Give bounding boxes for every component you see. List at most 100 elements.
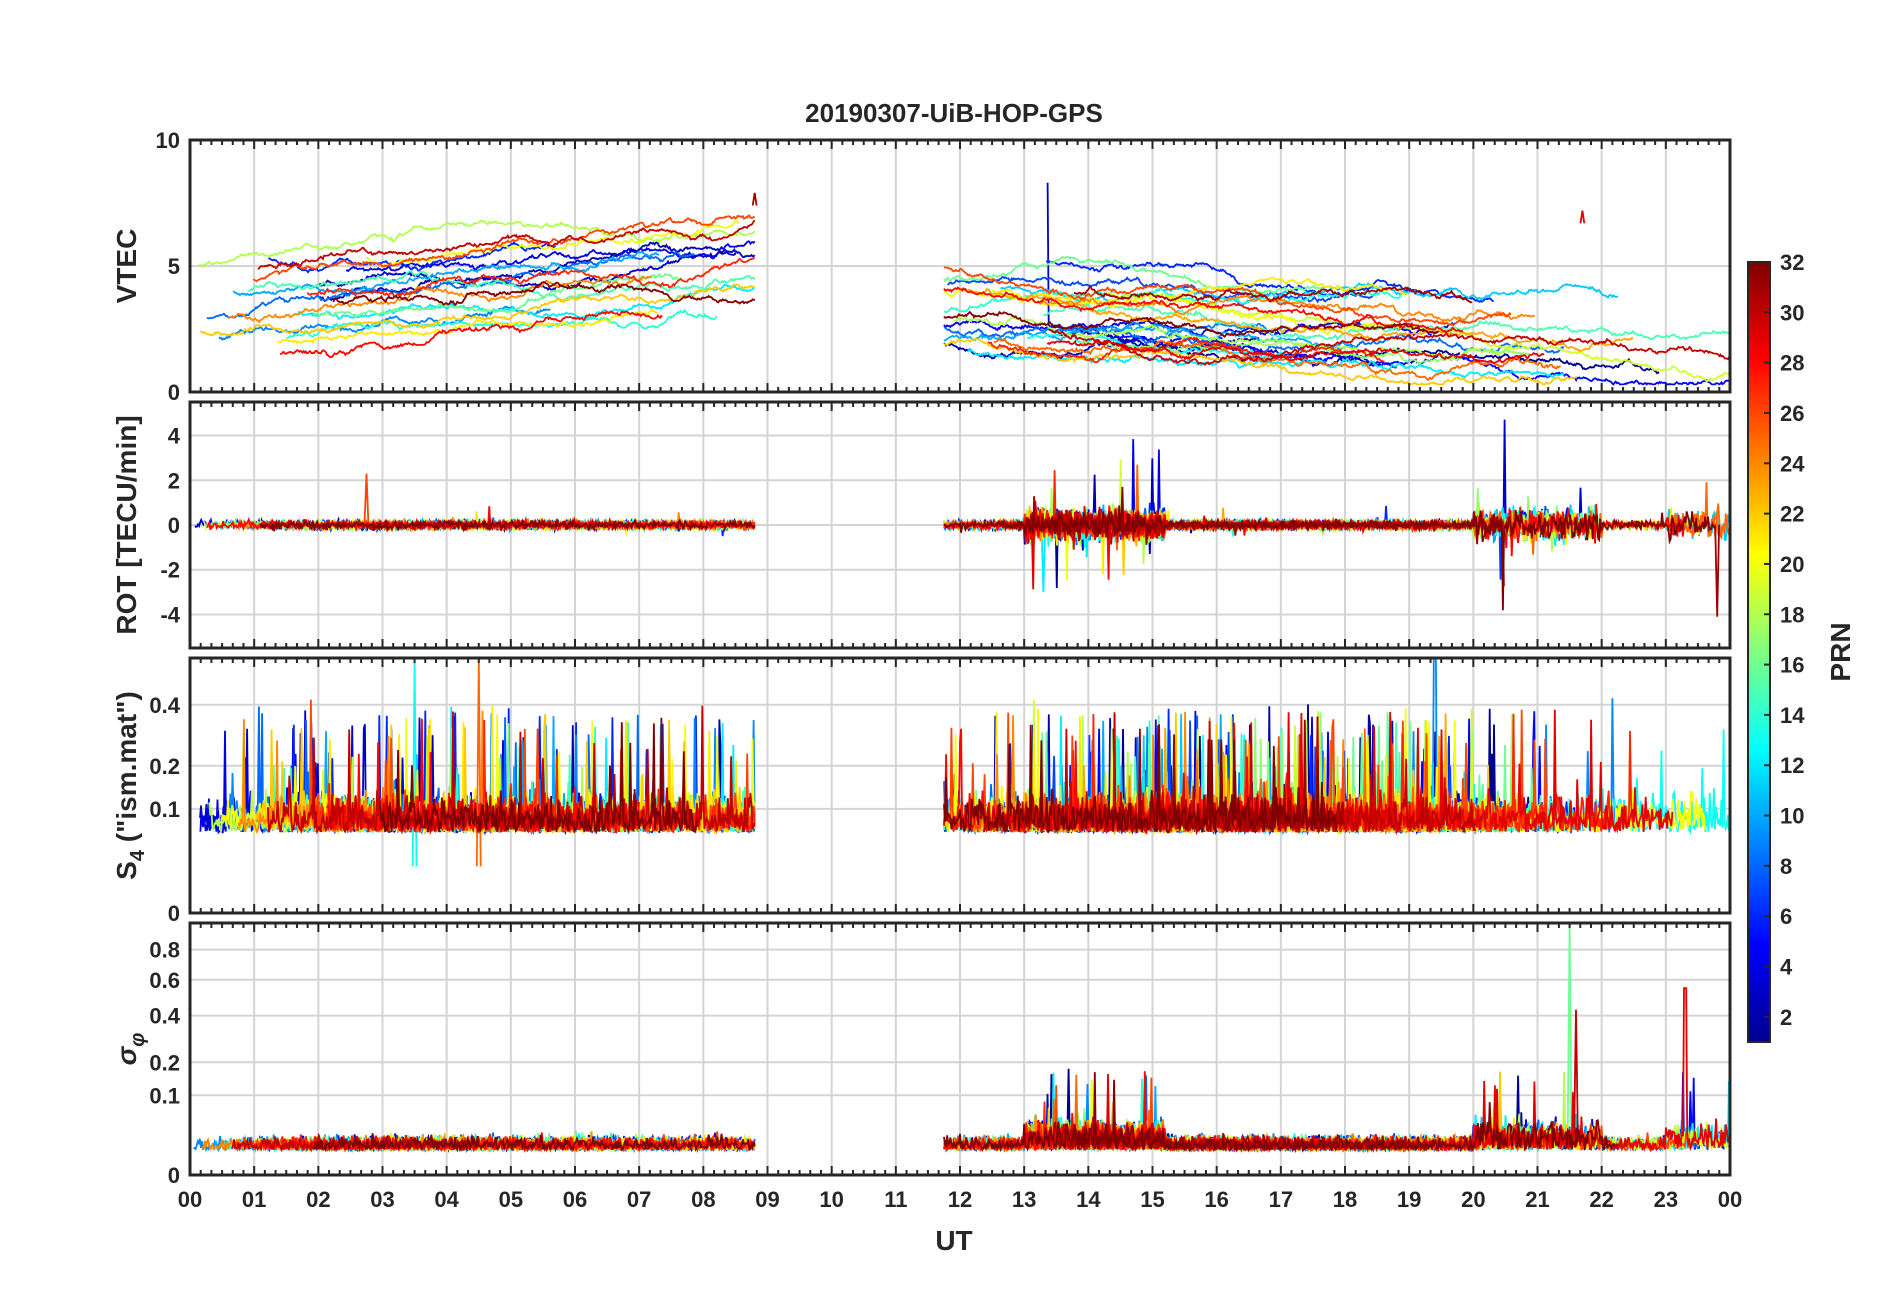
x-tick-label: 00 bbox=[1718, 1187, 1742, 1212]
vtec-trace-prn-4 bbox=[345, 240, 756, 272]
sigma_phi-series bbox=[192, 923, 1730, 1154]
colorbar-tick-label: 20 bbox=[1780, 552, 1804, 577]
panel-sigma-phi: 0 0.1 0.2 0.4 0.6 0.8 σφ 00 01 02 03 04 05 06 07 08 09 10… bbox=[111, 921, 1742, 1212]
vtec-trace-prn-28 bbox=[279, 310, 663, 359]
vtec-trace-prn-31 bbox=[1073, 285, 1473, 304]
vtec-trace-prn-1 bbox=[1059, 326, 1660, 375]
x-tick-label: 07 bbox=[627, 1187, 651, 1212]
x-tick-label: 04 bbox=[434, 1187, 459, 1212]
vtec-trace-prn-27 bbox=[306, 257, 756, 298]
colorbar-tick-label: 2 bbox=[1780, 1005, 1792, 1030]
sigma_phi-trace-prn-32 bbox=[312, 1133, 756, 1153]
panel-s4: 0 0.1 0.2 0.4S4 ("ism.mat") bbox=[111, 656, 1732, 926]
x-axis-label: UT bbox=[935, 1225, 972, 1256]
s4-y-tick-label: 0.1 bbox=[149, 797, 180, 822]
colorbar-gradient bbox=[1747, 261, 1771, 1043]
vtec-trace-prn-22 bbox=[943, 337, 1578, 386]
colorbar-label: PRN bbox=[1825, 622, 1856, 681]
colorbar-tick-label: 28 bbox=[1780, 351, 1804, 376]
sigma_phi-trace-prn-16 bbox=[1566, 923, 1573, 1140]
s4-x-ticks bbox=[189, 658, 1731, 913]
vtec-trace-prn-11 bbox=[1000, 282, 1619, 306]
x-tick-label: 00 bbox=[178, 1187, 202, 1212]
x-tick-label: 02 bbox=[306, 1187, 330, 1212]
rot-y-tick-label: -2 bbox=[160, 558, 180, 583]
x-tick-label: 03 bbox=[370, 1187, 394, 1212]
panel-rot: -4 -2 0 2 4 ROT [TECU/min] bbox=[111, 400, 1732, 650]
s4-trace-prn-32 bbox=[943, 724, 1339, 834]
vtec-trace-prn-18 bbox=[198, 219, 756, 269]
rot-trace-prn-26 bbox=[363, 473, 370, 525]
s4-trace-prn-32 bbox=[379, 717, 698, 835]
colorbar-tick-label: 6 bbox=[1780, 904, 1792, 929]
x-tick-label: 19 bbox=[1397, 1187, 1421, 1212]
colorbar-tick-label: 32 bbox=[1780, 250, 1804, 275]
x-tick-label: 10 bbox=[819, 1187, 843, 1212]
vtec-trace-prn-15 bbox=[1043, 302, 1730, 341]
x-tick-label: 15 bbox=[1140, 1187, 1164, 1212]
vtec-y-axis-label: VTEC bbox=[111, 229, 142, 304]
vtec-trace-prn-31 bbox=[751, 192, 758, 206]
s4-y-tick-label: 0 bbox=[168, 901, 180, 926]
rot-trace-prn-12 bbox=[1040, 524, 1047, 593]
x-tick-label: 21 bbox=[1525, 1187, 1549, 1212]
rot-y-tick-label: -4 bbox=[160, 602, 180, 627]
sigma_phi-y-tick-label: 0 bbox=[168, 1163, 180, 1188]
sigma_phi-y-tick-label: 0.8 bbox=[149, 938, 180, 963]
x-tick-label: 01 bbox=[242, 1187, 266, 1212]
rot-y-tick-label: 0 bbox=[168, 513, 180, 538]
x-tick-labels: 00 01 02 03 04 05 06 07 08 09 10 11 12 13 14 15 16 17 18 19… bbox=[178, 1187, 1742, 1212]
vtec-trace-prn-16 bbox=[312, 273, 683, 318]
panel-vtec: 0 5 10 VTEC bbox=[111, 128, 1732, 405]
s4-y-axis-label: S4 ("ism.mat") bbox=[111, 691, 149, 880]
vtec-trace-prn-29 bbox=[1046, 339, 1545, 365]
s4-y-tick-label: 0.4 bbox=[149, 693, 180, 718]
vtec-trace-prn-22 bbox=[199, 283, 755, 337]
x-tick-label: 08 bbox=[691, 1187, 715, 1212]
vtec-trace-prn-30 bbox=[1048, 328, 1730, 366]
vtec-trace-prn-27 bbox=[987, 336, 1385, 364]
colorbar-tick-label: 18 bbox=[1780, 602, 1804, 627]
vtec-trace-prn-25 bbox=[993, 337, 1562, 382]
sigma_phi-y-tick-label: 0.6 bbox=[149, 968, 180, 993]
vtec-trace-prn-8 bbox=[206, 251, 695, 320]
x-tick-label: 05 bbox=[499, 1187, 523, 1212]
vtec-trace-prn-30 bbox=[257, 219, 756, 270]
x-tick-label: 06 bbox=[563, 1187, 587, 1212]
vtec-trace-prn-29 bbox=[1579, 210, 1586, 224]
s4-trace-prn-25 bbox=[475, 658, 482, 867]
vtec-trace-prn-15 bbox=[247, 269, 756, 302]
x-tick-label: 09 bbox=[755, 1187, 779, 1212]
vtec-y-tick-label: 5 bbox=[168, 254, 180, 279]
x-tick-label: 23 bbox=[1654, 1187, 1678, 1212]
sigma_phi-trace-prn-30 bbox=[1573, 1009, 1579, 1140]
sigma_phi-y-tick-label: 0.4 bbox=[149, 1004, 180, 1029]
vtec-trace-prn-10 bbox=[232, 250, 660, 297]
rot-y-tick-label: 4 bbox=[168, 424, 181, 449]
x-tick-label: 22 bbox=[1589, 1187, 1613, 1212]
rot-trace-prn-32 bbox=[943, 486, 1716, 611]
sigma_phi-trace-prn-32 bbox=[943, 1072, 1619, 1153]
x-tick-label: 14 bbox=[1076, 1187, 1101, 1212]
s4-series bbox=[199, 658, 1730, 867]
rot-x-ticks bbox=[189, 402, 1731, 648]
vtec-trace-prn-23 bbox=[967, 287, 1634, 352]
rot-y-tick-label: 2 bbox=[168, 468, 180, 493]
vtec-x-ticks bbox=[189, 140, 1731, 392]
vtec-y-tick-label: 10 bbox=[156, 128, 180, 153]
chart-title: 20190307-UiB-HOP-GPS bbox=[805, 98, 1103, 128]
vtec-trace-prn-32 bbox=[943, 310, 1439, 338]
colorbar-tick-label: 10 bbox=[1780, 804, 1804, 829]
x-tick-label: 20 bbox=[1461, 1187, 1485, 1212]
s4-y-tick-label: 0.2 bbox=[149, 754, 180, 779]
vtec-trace-prn-26 bbox=[252, 214, 756, 283]
colorbar-tick-label: 30 bbox=[1780, 300, 1804, 325]
colorbar-tick-label: 14 bbox=[1780, 703, 1805, 728]
vtec-trace-prn-24 bbox=[227, 275, 652, 324]
sigma_phi-y-tick-label: 0.1 bbox=[149, 1083, 180, 1108]
rot-trace-prn-32 bbox=[259, 518, 756, 533]
colorbar-tick-label: 24 bbox=[1780, 451, 1805, 476]
